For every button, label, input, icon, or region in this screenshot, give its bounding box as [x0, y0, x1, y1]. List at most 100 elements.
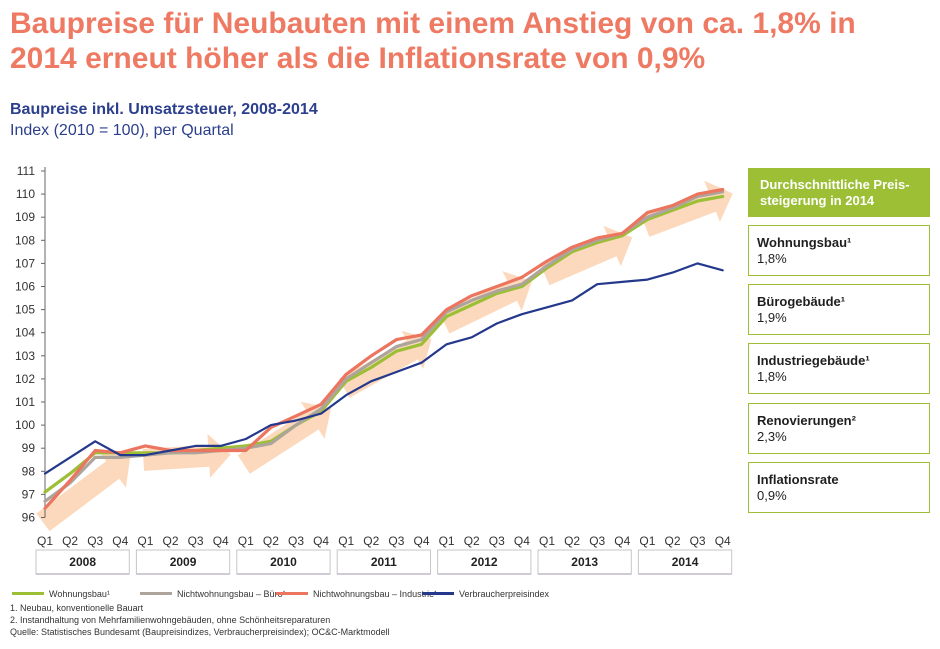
chart-index-note: Index (2010 = 100), per Quartal	[10, 122, 234, 139]
y-tick-label: 110	[16, 187, 35, 201]
series-line-3	[43, 187, 725, 510]
year-box-2009	[135, 549, 231, 575]
x-tick-label: Q4	[715, 534, 731, 548]
year-label: 2012	[471, 555, 498, 569]
y-tick-label: 104	[15, 326, 35, 340]
panel-box-buerogebaeude: Bürogebäude¹ 1,9%	[748, 284, 930, 335]
y-tick-label: 97	[22, 487, 36, 501]
trend-arrow-2009	[142, 433, 231, 478]
year-box-2012	[437, 549, 532, 575]
panel-box-renovierungen: Renovierungen² 2,3%	[748, 403, 930, 454]
series-lines	[43, 187, 725, 510]
x-tick-label: Q1	[37, 534, 53, 548]
year-label: 2013	[571, 555, 598, 569]
panel-box-label: Industriegebäude¹	[757, 353, 870, 368]
y-tick-label: 102	[15, 372, 35, 386]
y-tick-label: 109	[15, 210, 35, 224]
x-tick-label: Q3	[489, 534, 505, 548]
x-tick-label: Q4	[413, 534, 429, 548]
legend-label: Verbraucherpreisindex	[459, 589, 550, 599]
footnote-source: Quelle: Statistisches Bundesamt (Bauprei…	[10, 627, 390, 637]
x-axis: Q1 Q2 Q3 Q4 Q1 Q2 Q3 Q4 Q1 Q2 Q3 Q4 Q1 Q2 Q3 Q4 Q1 Q2 Q3 Q4…	[35, 534, 733, 575]
price-increase-panel: Durchschnittliche Preis- steigerung in 2…	[748, 168, 930, 513]
x-tick-label: Q2	[564, 534, 580, 548]
panel-box-value: 0,9%	[757, 488, 787, 503]
page-title: Baupreise für Neubauten mit einem Anstie…	[10, 7, 856, 75]
x-tick-label: Q4	[614, 534, 630, 548]
year-label: 2010	[270, 555, 297, 569]
y-tick-label: 106	[15, 280, 35, 294]
panel-box-value: 1,8%	[757, 369, 787, 384]
legend-label: Nichtwohnungsbau – Industrie¹	[313, 589, 438, 599]
x-tick-label: Q3	[690, 534, 706, 548]
year-box-2013	[537, 549, 632, 575]
trend-arrow-2012	[439, 271, 532, 334]
x-tick-label: Q3	[87, 534, 103, 548]
panel-header: Durchschnittliche Preis- steigerung in 2…	[748, 168, 930, 217]
year-label: 2014	[672, 555, 699, 569]
legend-label: Nichtwohnungsbau – Büro¹	[177, 589, 286, 599]
panel-box-value: 1,8%	[757, 251, 787, 266]
legend-swatch	[276, 592, 308, 596]
legend-swatch	[12, 592, 44, 596]
x-tick-label: Q2	[263, 534, 279, 548]
x-tick-label: Q3	[589, 534, 605, 548]
x-tick-label: Q4	[112, 534, 128, 548]
trend-arrow-2008	[36, 452, 131, 532]
legend-swatch	[140, 592, 172, 596]
y-axis: 96 97 98 99 100 101 102 103 104 105 106 107 108 109 11…	[15, 164, 46, 525]
x-tick-label: Q2	[62, 534, 78, 548]
x-tick-label: Q4	[514, 534, 530, 548]
y-tick-label: 111	[17, 164, 36, 178]
year-label: 2009	[170, 555, 197, 569]
y-tick-label: 107	[15, 256, 35, 270]
panel-box-inflationsrate: Inflationsrate 0,9%	[748, 462, 930, 513]
legend-label: Wohnungsbau¹	[49, 589, 110, 599]
x-tick-label: Q1	[238, 534, 254, 548]
panel-box-label: Inflationsrate	[757, 472, 839, 487]
panel-box-label: Wohnungsbau¹	[757, 235, 852, 250]
footnote-1: 1. Neubau, konventionelle Bauart	[10, 603, 144, 613]
x-tick-label: Q1	[439, 534, 455, 548]
x-tick-label: Q2	[363, 534, 379, 548]
year-box-2011	[336, 549, 432, 575]
legend-item-vpi: Verbraucherpreisindex	[422, 589, 549, 599]
y-tick-label: 99	[22, 441, 36, 455]
x-tick-label: Q3	[188, 534, 204, 548]
x-tick-label: Q2	[162, 534, 178, 548]
x-tick-label: Q4	[213, 534, 229, 548]
chart-subtitle: Baupreise inkl. Umsatzsteuer, 2008-2014	[10, 101, 318, 118]
legend-swatch	[422, 592, 454, 596]
x-tick-label: Q4	[313, 534, 329, 548]
x-tick-label: Q1	[539, 534, 555, 548]
panel-box-label: Bürogebäude¹	[757, 294, 846, 309]
x-tick-label: Q3	[388, 534, 404, 548]
x-tick-label: Q3	[288, 534, 304, 548]
y-tick-label: 108	[15, 233, 35, 247]
panel-box-value: 1,9%	[757, 310, 787, 325]
panel-box-label: Renovierungen²	[757, 413, 856, 428]
legend-item-wohnungsbau: Wohnungsbau¹	[12, 589, 110, 599]
y-tick-label: 105	[15, 303, 35, 317]
x-tick-label: Q2	[464, 534, 480, 548]
panel-header-line2: steigerung in 2014	[760, 193, 875, 208]
footnote-2: 2. Instandhaltung von Mehrfamilienwohnge…	[10, 615, 331, 625]
x-tick-label: Q1	[338, 534, 354, 548]
series-line-4	[43, 262, 724, 475]
year-label: 2011	[371, 555, 397, 569]
x-tick-label: Q1	[639, 534, 655, 548]
y-tick-label: 101	[15, 395, 35, 409]
legend-item-industrie: Nichtwohnungsbau – Industrie¹	[276, 589, 437, 599]
y-tick-label: 96	[22, 511, 36, 525]
y-tick-label: 103	[15, 349, 35, 363]
year-box-2014	[637, 549, 733, 575]
year-label: 2008	[69, 555, 96, 569]
x-tick-label: Q1	[137, 534, 153, 548]
x-tick-label: Q2	[664, 534, 680, 548]
panel-box-wohnungsbau: Wohnungsbau¹ 1,8%	[748, 225, 930, 276]
panel-box-industriegebaeude: Industriegebäude¹ 1,8%	[748, 343, 930, 394]
legend-item-buero: Nichtwohnungsbau – Büro¹	[140, 589, 286, 599]
y-tick-label: 98	[22, 464, 36, 478]
panel-header-line1: Durchschnittliche Preis-	[760, 177, 910, 192]
